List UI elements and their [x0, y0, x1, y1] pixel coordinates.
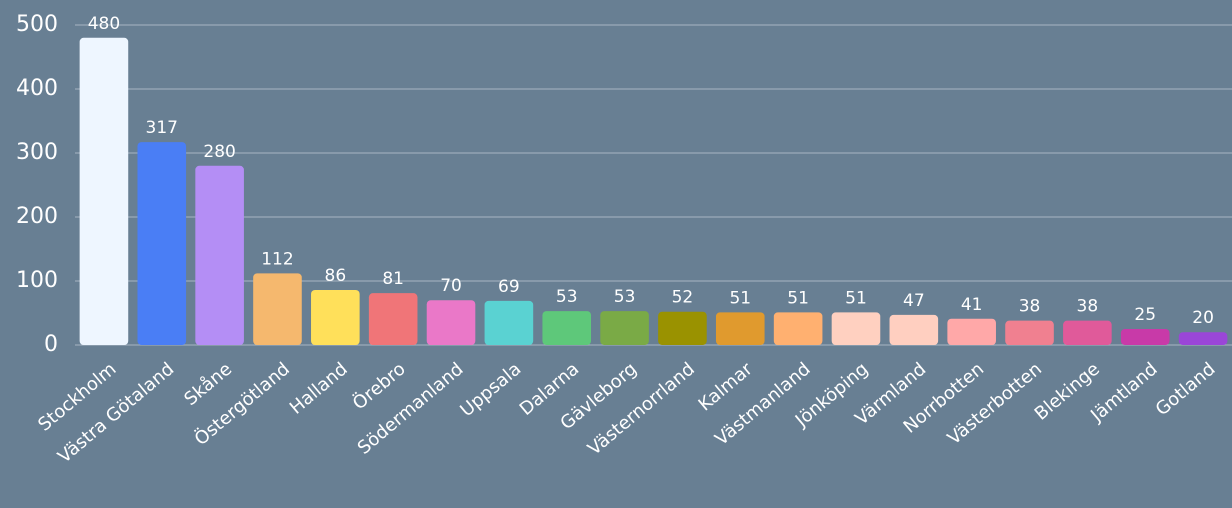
data-label: 25: [1134, 305, 1156, 325]
y-tick-label: 200: [16, 204, 58, 229]
bar: [253, 273, 302, 345]
y-tick-label: 500: [16, 12, 58, 37]
data-label: 38: [1077, 297, 1099, 317]
bar: [831, 312, 881, 345]
bar: [600, 311, 649, 345]
data-label: 280: [203, 142, 235, 162]
data-label: 112: [261, 249, 293, 269]
bar: [1120, 329, 1170, 345]
data-label: 41: [961, 295, 983, 315]
data-label: 70: [440, 276, 462, 296]
x-tick-label: Södermanland: [354, 359, 468, 459]
data-label: 51: [729, 288, 751, 308]
data-label: 317: [146, 118, 178, 138]
data-label: 51: [845, 288, 867, 308]
data-label: 81: [382, 269, 404, 289]
y-tick-label: 0: [44, 332, 58, 357]
bar: [484, 300, 534, 345]
bar: [137, 142, 187, 345]
y-tick-label: 400: [16, 76, 58, 101]
data-label: 69: [498, 277, 520, 297]
bar: [889, 314, 939, 345]
data-label: 47: [903, 291, 925, 311]
data-label: 53: [614, 287, 636, 307]
bar: [1005, 320, 1054, 345]
bar: [195, 165, 244, 345]
y-tick-label: 100: [16, 268, 58, 293]
x-tick-label: Gotland: [1152, 359, 1220, 421]
bar: [715, 312, 765, 345]
data-label: 480: [88, 14, 120, 34]
bar: [1178, 332, 1228, 345]
data-label: 52: [672, 288, 694, 308]
bar: [368, 293, 418, 345]
bar: [658, 311, 707, 345]
y-tick-label: 300: [16, 140, 58, 165]
bar: [773, 312, 823, 345]
data-label: 86: [325, 266, 347, 286]
x-tick-label: Halland: [286, 359, 352, 419]
bar: [426, 300, 476, 345]
bar: [1063, 320, 1112, 345]
data-label: 20: [1192, 308, 1214, 328]
bar: [311, 289, 360, 345]
bar: [947, 318, 996, 345]
x-tick-label: Uppsala: [456, 359, 525, 422]
x-tick-label: Västernorrland: [584, 359, 699, 460]
data-label: 53: [556, 287, 578, 307]
data-label: 51: [787, 288, 809, 308]
data-label: 38: [1019, 297, 1041, 317]
bar: [542, 311, 592, 345]
bar: [79, 37, 129, 346]
